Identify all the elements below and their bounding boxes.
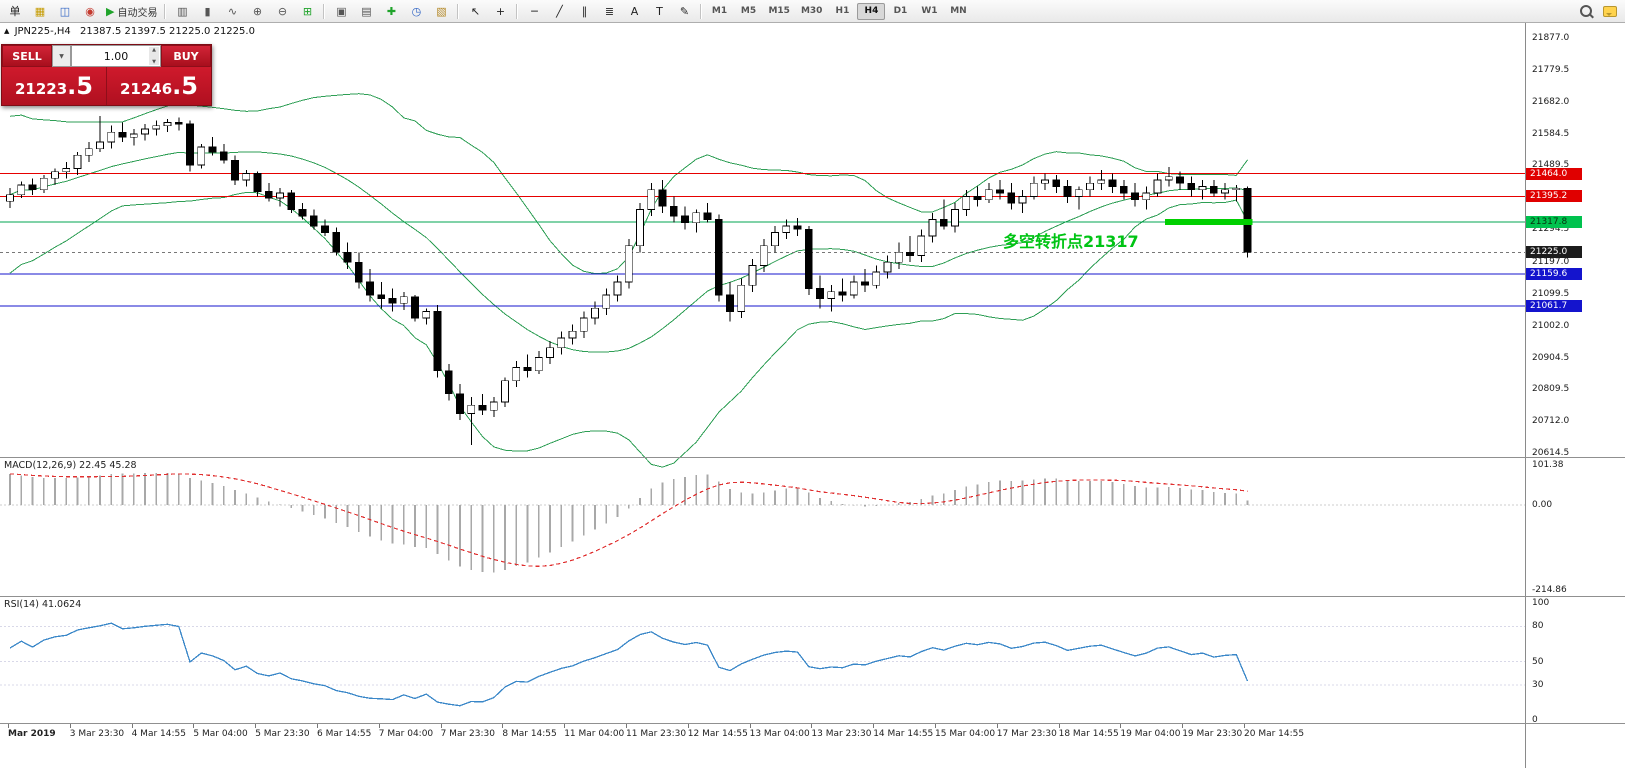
buy-price-pips: .5 xyxy=(172,72,198,100)
turning-point-annotation[interactable]: 多空转折点21317 xyxy=(1003,232,1139,251)
timeframe-group: M1 M5 M15 M30 H1 H4 D1 W1 MN xyxy=(705,2,972,20)
toolbar-separator xyxy=(164,3,167,19)
cursor-tool-button[interactable]: ↖ xyxy=(463,1,487,21)
price-divider xyxy=(106,67,107,105)
arrows-tool-icon: ✎ xyxy=(679,4,690,18)
charts-window-icon: ▦ xyxy=(34,4,46,18)
zoom-out-button[interactable]: ⊖ xyxy=(270,1,294,21)
timeframe-m15-button[interactable]: M15 xyxy=(768,6,790,16)
profiles-icon: ◫ xyxy=(59,4,71,18)
one-click-trading-panel: SELL ▼ 1.00 ▲ ▼ BUY 21223 .5 21246 .5 xyxy=(1,44,212,106)
charts-window-button[interactable]: ▦ xyxy=(28,1,52,21)
toolbar-separator xyxy=(516,3,519,19)
periods-icon: ◷ xyxy=(411,4,422,18)
buy-button[interactable]: BUY xyxy=(161,45,211,67)
new-order-button[interactable]: 单 xyxy=(3,1,27,21)
timeframe-d1-button[interactable]: D1 xyxy=(893,6,908,16)
toolbar: 单 ▦ ◫ ◉ ▶ 自动交易 ▥ ▮ ∿ ⊕ ⊖ ⊞ ▣ ▤ ✚ ◷ ▧ ↖ + ─ ╱ ∥ ≣ A T ✎ M1 M5 M15 M30… xyxy=(0,0,1625,23)
search-icon xyxy=(1580,5,1592,17)
templates-icon: ▧ xyxy=(436,4,447,18)
cascade-windows-icon: ▤ xyxy=(361,4,372,18)
periods-button[interactable]: ◷ xyxy=(404,1,428,21)
timeframe-h4-button[interactable]: H4 xyxy=(857,2,886,20)
zoom-in-icon: ⊕ xyxy=(252,4,263,18)
volume-stepper[interactable]: ▲ ▼ xyxy=(149,47,159,65)
cascade-windows-button[interactable]: ▤ xyxy=(354,1,378,21)
zoom-in-button[interactable]: ⊕ xyxy=(245,1,269,21)
rsi-line xyxy=(9,622,1249,707)
fibonacci-tool-button[interactable]: ≣ xyxy=(597,1,621,21)
trendline-tool-button[interactable]: ╱ xyxy=(547,1,571,21)
volume-value: 1.00 xyxy=(103,49,129,63)
timeframe-m1-button[interactable]: M1 xyxy=(711,6,728,16)
market-watch-icon: ◉ xyxy=(85,4,95,18)
timeframe-h1-button[interactable]: H1 xyxy=(835,6,850,16)
sell-price-pips: .5 xyxy=(67,72,93,100)
crosshair-tool-icon: + xyxy=(495,4,506,18)
horizontal-line-tool-icon: ─ xyxy=(531,4,538,18)
arrows-tool-button[interactable]: ✎ xyxy=(672,1,696,21)
stepper-down-icon: ▼ xyxy=(152,59,156,65)
label-tool-icon: T xyxy=(656,4,663,18)
volume-field[interactable]: 1.00 ▲ ▼ xyxy=(71,45,161,67)
text-tool-icon: A xyxy=(630,4,639,18)
turning-point-segment xyxy=(1164,218,1253,225)
autotrade-icon: ▶ xyxy=(106,4,115,18)
bar-chart-type-button[interactable]: ▥ xyxy=(170,1,194,21)
crosshair-tool-button[interactable]: + xyxy=(488,1,512,21)
stepper-up-icon: ▲ xyxy=(152,47,156,53)
label-tool-button[interactable]: T xyxy=(647,1,671,21)
horizontal-line-tool-button[interactable]: ─ xyxy=(522,1,546,21)
channel-tool-icon: ∥ xyxy=(581,4,588,18)
toolbar-separator xyxy=(700,3,703,19)
market-watch-button[interactable]: ◉ xyxy=(78,1,102,21)
bar-chart-type-icon: ▥ xyxy=(177,4,188,18)
arrange-windows-button[interactable]: ▣ xyxy=(329,1,353,21)
toolbar-separator xyxy=(457,3,460,19)
buy-price-main: 21246 xyxy=(119,80,173,98)
sell-price-main: 21223 xyxy=(14,80,68,98)
candlestick-chart-type-icon: ▮ xyxy=(204,4,211,18)
timeframe-m30-button[interactable]: M30 xyxy=(800,6,823,16)
arrange-windows-icon: ▣ xyxy=(336,4,347,18)
tile-windows-button[interactable]: ⊞ xyxy=(295,1,319,21)
line-chart-type-button[interactable]: ∿ xyxy=(220,1,244,21)
autotrade-button[interactable]: ▶ 自动交易 xyxy=(103,1,160,21)
autotrade-button-label: 自动交易 xyxy=(117,7,158,19)
sell-price[interactable]: 21223 .5 xyxy=(2,67,106,105)
price-axis xyxy=(1525,22,1625,768)
bollinger-lower-band xyxy=(9,191,1248,468)
templates-button[interactable]: ▧ xyxy=(429,1,453,21)
add-indicator-icon: ✚ xyxy=(386,4,397,18)
timeframe-mn-button[interactable]: MN xyxy=(950,6,967,16)
chat-button[interactable] xyxy=(1598,1,1622,21)
search-button[interactable] xyxy=(1574,1,1598,21)
macd-signal-line xyxy=(9,473,1248,567)
timeframe-m5-button[interactable]: M5 xyxy=(740,6,757,16)
add-indicator-button[interactable]: ✚ xyxy=(379,1,403,21)
sell-button[interactable]: SELL xyxy=(2,45,52,67)
trendline-tool-icon: ╱ xyxy=(556,4,563,18)
cursor-tool-icon: ↖ xyxy=(470,4,481,18)
channel-tool-button[interactable]: ∥ xyxy=(572,1,596,21)
zoom-out-icon: ⊖ xyxy=(277,4,288,18)
timeframe-w1-button[interactable]: W1 xyxy=(921,6,938,16)
candlestick-chart-type-button[interactable]: ▮ xyxy=(195,1,219,21)
profiles-button[interactable]: ◫ xyxy=(53,1,77,21)
text-tool-button[interactable]: A xyxy=(622,1,646,21)
buy-price[interactable]: 21246 .5 xyxy=(107,67,211,105)
chat-icon xyxy=(1603,5,1617,17)
new-order-icon: 单 xyxy=(9,4,21,18)
chevron-down-icon: ▼ xyxy=(59,52,64,60)
bollinger-middle-band xyxy=(9,151,1248,353)
volume-dropdown[interactable]: ▼ xyxy=(52,45,71,67)
fibonacci-tool-icon: ≣ xyxy=(604,4,615,18)
tile-windows-icon: ⊞ xyxy=(302,4,313,18)
toolbar-separator xyxy=(323,3,326,19)
line-chart-type-icon: ∿ xyxy=(227,4,238,18)
